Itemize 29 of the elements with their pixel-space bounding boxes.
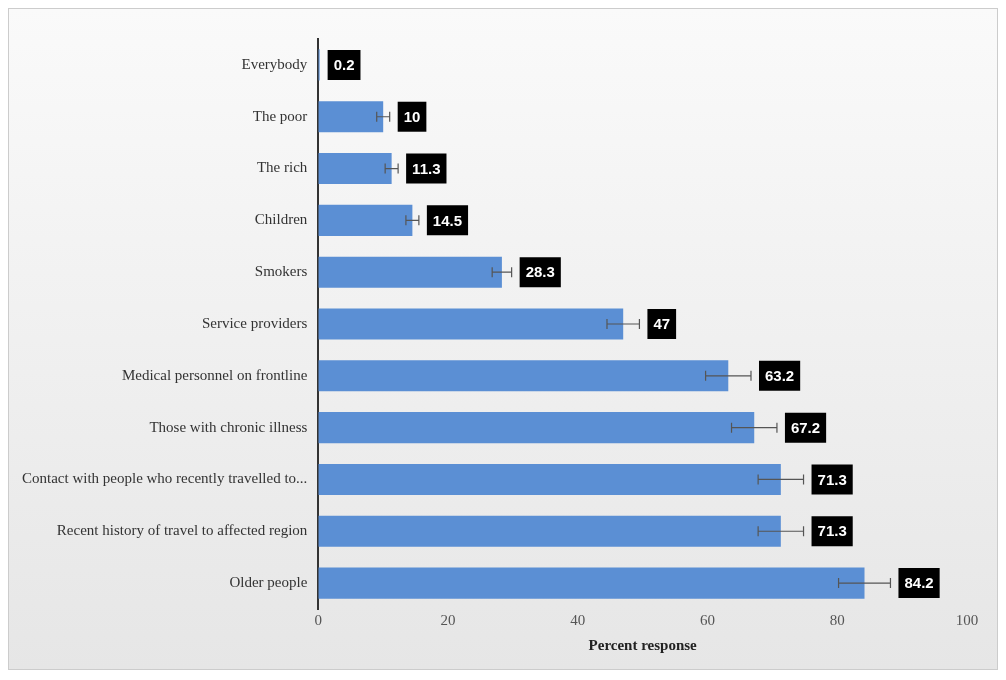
data-label: 0.2 <box>333 56 355 74</box>
data-label: 84.2 <box>904 574 934 592</box>
x-tick-label: 60 <box>700 611 716 628</box>
data-label: 28.3 <box>525 263 555 281</box>
x-tick-label: 20 <box>440 611 456 628</box>
data-label: 14.5 <box>432 211 463 229</box>
y-tick-label: Those with chronic illness <box>149 418 308 435</box>
data-label: 71.3 <box>817 470 847 488</box>
data-label: 63.2 <box>764 366 795 384</box>
y-tick-label: The rich <box>256 159 308 176</box>
data-label: 10 <box>403 107 421 125</box>
data-label: 71.3 <box>817 522 847 540</box>
y-tick-label: Service providers <box>201 314 308 331</box>
x-tick-label: 100 <box>955 611 979 628</box>
y-tick-label: Smokers <box>254 263 308 280</box>
data-label: 67.2 <box>790 418 821 436</box>
x-tick-label: 40 <box>570 611 586 628</box>
x-tick-label: 0 <box>314 611 323 628</box>
data-label: 11.3 <box>412 159 441 177</box>
y-tick-label: Children <box>254 211 308 228</box>
y-tick-label: Medical personnel on frontline <box>121 366 308 383</box>
y-tick-label: Contact with people who recently travelled to... <box>21 470 308 487</box>
x-axis-title: Percent response <box>588 636 698 653</box>
y-tick-label: Everybody <box>241 55 308 72</box>
y-tick-label: Older people <box>229 574 308 591</box>
data-label: 47 <box>653 315 671 333</box>
y-tick-label: The poor <box>252 107 308 124</box>
y-tick-label: Recent history of travel to affected region <box>56 522 308 539</box>
x-tick-label: 80 <box>829 611 845 628</box>
